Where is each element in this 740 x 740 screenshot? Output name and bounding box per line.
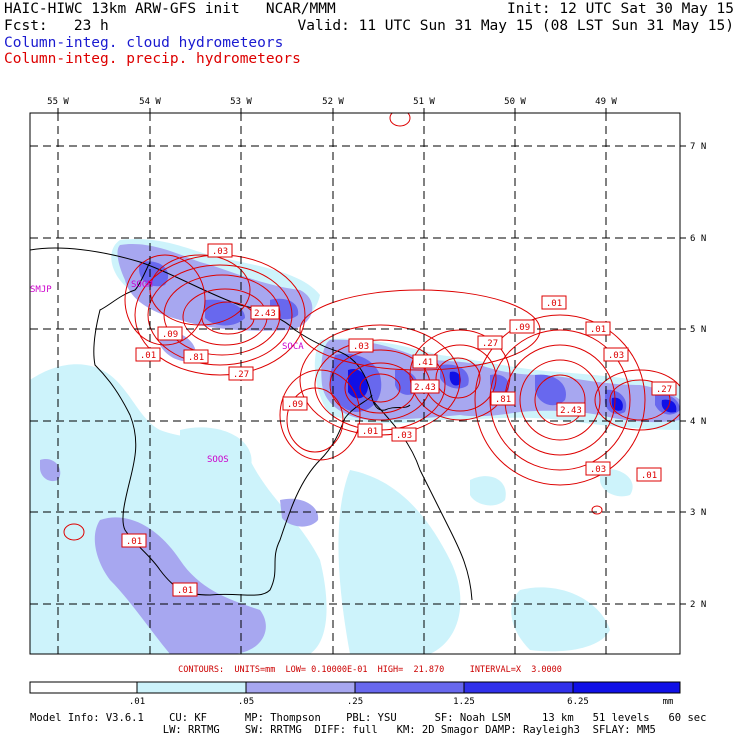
title-left: HAIC-HIWC 13km ARW-GFS init NCAR/MMM bbox=[4, 1, 336, 17]
svg-text:.09: .09 bbox=[287, 400, 303, 410]
station-label: SOGM bbox=[131, 280, 153, 290]
contour-label: .41 bbox=[412, 354, 438, 369]
contour-label: .81 bbox=[490, 391, 516, 406]
contour-label: .01 bbox=[541, 295, 567, 310]
model-info-line1: Model Info: V3.6.1 CU: KF MP: Thompson P… bbox=[30, 712, 707, 724]
lat-label: 6 N bbox=[690, 234, 706, 244]
contour-label: .27 bbox=[228, 366, 254, 381]
contour-info: CONTOURS: UNITS=mm LOW= 0.10000E-01 HIGH… bbox=[178, 665, 562, 675]
contour-label: .03 bbox=[603, 347, 629, 362]
tick-marks bbox=[57, 108, 686, 605]
svg-text:.03: .03 bbox=[590, 465, 606, 475]
contour-label: .01 bbox=[585, 321, 611, 336]
lat-label: 3 N bbox=[690, 508, 706, 518]
station-label: SMJP bbox=[30, 285, 52, 295]
colorbar-tick: 6.25 bbox=[567, 697, 589, 707]
svg-text:.01: .01 bbox=[140, 351, 156, 361]
svg-text:.81: .81 bbox=[188, 353, 204, 363]
svg-text:.03: .03 bbox=[608, 351, 624, 361]
svg-text:.01: .01 bbox=[177, 586, 193, 596]
station-label: SOOS bbox=[207, 455, 229, 465]
contour-label: 2.43 bbox=[556, 402, 586, 417]
contour-label: .27 bbox=[477, 335, 503, 350]
init-time: Init: 12 UTC Sat 30 May 15 bbox=[507, 1, 734, 17]
lon-label: 55 W bbox=[47, 97, 69, 107]
valid-time: Valid: 11 UTC Sun 31 May 15 (08 LST Sun … bbox=[297, 18, 735, 34]
svg-text:.27: .27 bbox=[656, 385, 672, 395]
contour-label: .01 bbox=[636, 467, 662, 482]
lon-label: 51 W bbox=[413, 97, 435, 107]
station-label: SOCA bbox=[282, 342, 304, 352]
lon-label: 52 W bbox=[322, 97, 344, 107]
colorbar-ticks: .01 .05 .25 1.25 6.25 mm bbox=[129, 697, 674, 707]
svg-text:.01: .01 bbox=[126, 537, 142, 547]
lat-label: 5 N bbox=[690, 325, 706, 335]
colorbar-unit: mm bbox=[663, 697, 674, 707]
svg-text:.03: .03 bbox=[353, 342, 369, 352]
lat-label: 7 N bbox=[690, 142, 706, 152]
contour-label: .03 bbox=[391, 427, 417, 442]
contour-labels: .03 2.43 .09 .01 .81 .27 .03 .41 2.43 .0… bbox=[121, 243, 677, 597]
colorbar-tick: .25 bbox=[347, 697, 363, 707]
contour-label: .01 bbox=[172, 582, 198, 597]
svg-text:.09: .09 bbox=[162, 330, 178, 340]
contour-label: .03 bbox=[585, 461, 611, 476]
contour-label: 2.43 bbox=[250, 305, 280, 320]
contour-label: .01 bbox=[121, 533, 147, 548]
lat-lon-grid bbox=[30, 113, 680, 654]
contour-label: .81 bbox=[183, 349, 209, 364]
lon-label: 53 W bbox=[230, 97, 252, 107]
legend-precip: Column-integ. precip. hydrometeors bbox=[4, 51, 301, 67]
model-info-line2: LW: RRTMG SW: RRTMG DIFF: full KM: 2D Sm… bbox=[30, 724, 656, 736]
forecast-hour: Fcst: 23 h bbox=[4, 18, 109, 34]
svg-text:.27: .27 bbox=[482, 339, 498, 349]
contour-label: 2.43 bbox=[410, 379, 440, 394]
colorbar-tick: .05 bbox=[238, 697, 254, 707]
contour-label: .09 bbox=[157, 326, 183, 341]
colorbar-tick: 1.25 bbox=[453, 697, 475, 707]
contour-label: .01 bbox=[357, 423, 383, 438]
lon-label: 54 W bbox=[139, 97, 161, 107]
contour-label: .09 bbox=[282, 396, 308, 411]
contour-label: .09 bbox=[509, 319, 535, 334]
map-frame bbox=[29, 112, 681, 655]
contour-label: .27 bbox=[651, 381, 677, 396]
colorbar-tick: .01 bbox=[129, 697, 145, 707]
svg-text:.01: .01 bbox=[641, 471, 657, 481]
svg-text:.03: .03 bbox=[212, 247, 228, 257]
svg-text:.81: .81 bbox=[495, 395, 511, 405]
lat-label: 4 N bbox=[690, 417, 706, 427]
contour-label: .03 bbox=[348, 338, 374, 353]
svg-text:.03: .03 bbox=[396, 431, 412, 441]
lon-label: 50 W bbox=[504, 97, 526, 107]
lon-label: 49 W bbox=[595, 97, 617, 107]
svg-text:.01: .01 bbox=[362, 427, 378, 437]
svg-text:2.43: 2.43 bbox=[254, 309, 276, 319]
svg-text:.41: .41 bbox=[417, 358, 433, 368]
svg-text:.01: .01 bbox=[590, 325, 606, 335]
contour-label: .03 bbox=[207, 243, 233, 258]
legend-cloud: Column-integ. cloud hydrometeors bbox=[4, 35, 284, 51]
svg-text:.27: .27 bbox=[233, 370, 249, 380]
svg-text:.01: .01 bbox=[546, 299, 562, 309]
svg-text:.09: .09 bbox=[514, 323, 530, 333]
cloud-shading-max bbox=[348, 368, 677, 413]
colorbar bbox=[29, 681, 681, 694]
lat-label: 2 N bbox=[690, 600, 706, 610]
contour-label: .01 bbox=[135, 347, 161, 362]
station-labels: SMJP SOGM SOCA SOOS bbox=[30, 280, 304, 465]
svg-text:2.43: 2.43 bbox=[560, 406, 582, 416]
lon-labels: 55 W 54 W 53 W 52 W 51 W 50 W 49 W bbox=[47, 97, 617, 107]
lat-labels: 7 N 6 N 5 N 4 N 3 N 2 N bbox=[690, 142, 706, 610]
svg-text:2.43: 2.43 bbox=[414, 383, 436, 393]
map-area bbox=[30, 113, 680, 654]
